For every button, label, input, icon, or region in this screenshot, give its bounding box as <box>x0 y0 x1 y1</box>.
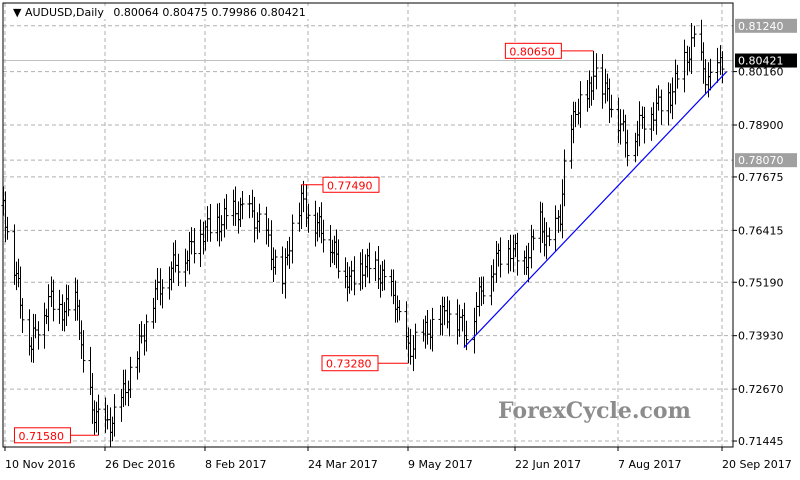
y-tick-label: 0.72670 <box>738 383 784 396</box>
x-tick-label: 7 Aug 2017 <box>618 458 681 471</box>
trendline <box>463 71 728 348</box>
price-level-label: 0.81240 <box>738 20 784 33</box>
x-tick-label: 24 Mar 2017 <box>308 458 378 471</box>
symbol-label: AUDUSD,Daily <box>24 6 104 19</box>
annotation-box <box>322 176 380 193</box>
annotation-box <box>321 355 379 372</box>
annotation-label: 0.77490 <box>327 179 373 192</box>
x-tick-label: 10 Nov 2016 <box>5 458 75 471</box>
y-tick-label: 0.78900 <box>738 119 784 132</box>
annotation-label: 0.73280 <box>326 358 372 371</box>
x-tick-label: 22 Jun 2017 <box>515 458 581 471</box>
x-tick-label: 9 May 2017 <box>408 458 473 471</box>
price-level-box <box>735 53 797 68</box>
y-tick-label: 0.71445 <box>738 435 784 448</box>
x-tick-label: 8 Feb 2017 <box>205 458 266 471</box>
annotation-label: 0.71580 <box>18 430 64 443</box>
price-level-label: 0.78070 <box>738 154 784 167</box>
watermark: ForexCycle.com <box>498 398 691 424</box>
price-level-box <box>735 153 797 168</box>
y-tick-label: 0.73930 <box>738 330 784 343</box>
x-tick-label: 26 Dec 2016 <box>105 458 175 471</box>
annotation-box <box>504 42 562 59</box>
price-level-label: 0.80421 <box>738 55 784 68</box>
y-tick-label: 0.76415 <box>738 224 784 237</box>
x-tick-label: 20 Sep 2017 <box>722 458 792 471</box>
plot-frame <box>2 2 734 448</box>
chart-header: ▼ AUDUSD,Daily 0.80064 0.80475 0.79986 0… <box>10 6 309 19</box>
dropdown-triangle-icon[interactable]: ▼ <box>13 6 22 19</box>
annotation-label: 0.80650 <box>509 45 555 58</box>
y-tick-label: 0.80160 <box>738 66 784 79</box>
y-tick-label: 0.77675 <box>738 171 784 184</box>
annotation-box <box>13 427 71 444</box>
y-tick-label: 0.75190 <box>738 276 784 289</box>
ohlc-values: 0.80064 0.80475 0.79986 0.80421 <box>113 6 306 19</box>
price-level-box <box>735 18 797 33</box>
